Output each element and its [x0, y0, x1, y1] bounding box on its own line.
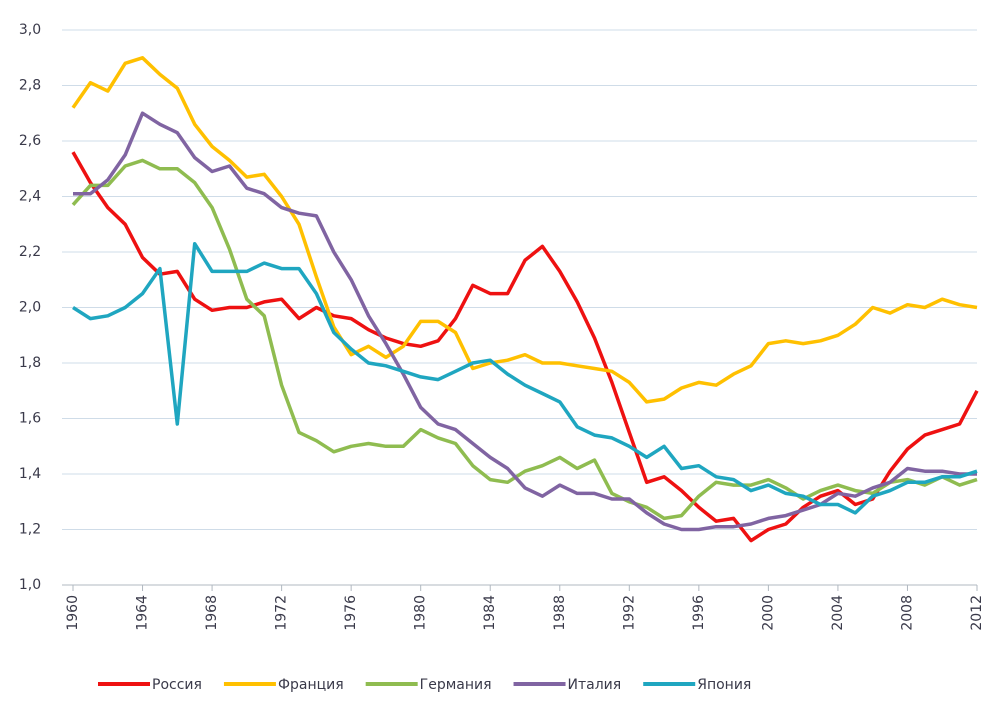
legend-label: Россия	[152, 677, 202, 693]
x-tick-label: 2000	[760, 595, 776, 631]
y-tick-label: 1,6	[19, 411, 41, 427]
x-tick-label: 1976	[343, 595, 359, 631]
legend-label: Германия	[420, 677, 492, 693]
x-tick-label: 1984	[482, 595, 498, 631]
x-tick-label: 2008	[899, 595, 915, 631]
series-line	[71, 158, 978, 521]
legend: Россия Франция Германия Италия Япония	[98, 677, 751, 693]
y-tick-label: 2,8	[19, 78, 41, 94]
series-line	[71, 151, 979, 543]
y-tick-label: 2,0	[19, 300, 41, 316]
legend-label: Италия	[568, 677, 622, 693]
x-tick-label: 1968	[204, 595, 220, 631]
y-tick-label: 3,0	[19, 22, 41, 38]
series-line	[73, 111, 977, 532]
x-tick-label: 2012	[969, 595, 985, 631]
legend-label: Япония	[697, 677, 751, 693]
legend-label: Франция	[278, 677, 344, 693]
y-tick-label: 2,6	[19, 133, 41, 149]
x-tick-label: 1980	[413, 595, 429, 631]
y-tick-label: 2,2	[19, 244, 41, 260]
y-tick-label: 2,4	[19, 189, 41, 205]
x-tick-label: 1960	[65, 595, 81, 631]
y-tick-label: 1,2	[19, 522, 41, 538]
x-tick-label: 2004	[830, 595, 846, 631]
x-tick-label: 1996	[691, 595, 707, 631]
y-tick-label: 1,0	[19, 577, 41, 593]
y-tick-label: 1,8	[19, 355, 41, 371]
series-line	[71, 56, 978, 404]
x-tick-label: 1988	[552, 595, 568, 631]
x-tick-label: 1964	[135, 595, 151, 631]
x-tick-label: 1972	[274, 595, 290, 631]
series-line	[72, 241, 978, 515]
y-tick-label: 1,4	[19, 466, 41, 482]
x-tick-label: 1992	[621, 595, 637, 631]
